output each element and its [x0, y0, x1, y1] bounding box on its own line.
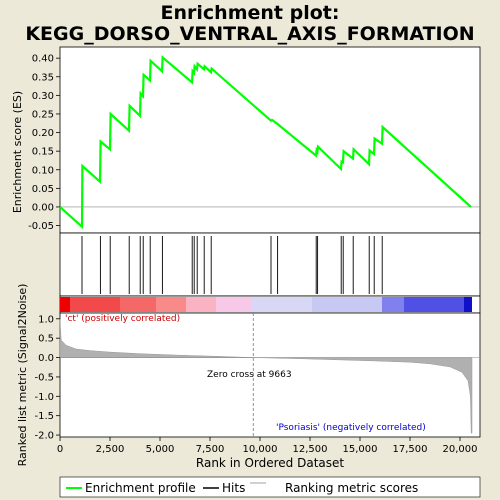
es-y-tick-label: 0.00	[32, 202, 54, 213]
es-y-axis-label: Enrichment score (ES)	[11, 91, 24, 213]
heatbar-segment	[312, 297, 382, 312]
heatbar-segment	[464, 297, 472, 312]
es-y-tick-label: 0.25	[32, 109, 54, 120]
x-tick-label: 0	[57, 444, 63, 455]
es-y-tick-label: 0.05	[32, 184, 54, 195]
x-tick-label: 12,500	[293, 444, 328, 455]
negative-correlation-label: 'Psoriasis' (negatively correlated)	[276, 423, 426, 433]
enrichment-profile-line	[59, 55, 472, 230]
heatbar-segment	[404, 297, 464, 312]
metric-y-tick-label: 0.5	[38, 334, 54, 345]
x-tick-label: 5,000	[146, 444, 175, 455]
x-tick-label: 15,000	[343, 444, 378, 455]
heatbar-segment	[70, 297, 120, 312]
es-y-tick-label: 0.10	[32, 165, 54, 176]
heatbar-segment	[120, 297, 156, 312]
heatbar-segment	[382, 297, 404, 312]
axis-layer: -0.050.000.050.100.150.200.250.300.350.4…	[28, 54, 477, 455]
chart-title-line-2: KEGG_DORSO_VENTRAL_AXIS_FORMATION	[25, 23, 474, 45]
x-tick-label: 2,500	[96, 444, 125, 455]
metric-y-tick-label: -1.0	[34, 392, 54, 403]
positive-correlation-label: 'ct' (positively correlated)	[65, 314, 180, 324]
metric-y-axis-label: Ranked list metric (Signal2Noise)	[16, 284, 29, 467]
metric-y-tick-label: -2.0	[34, 431, 54, 442]
metric-y-tick-label: 0.0	[38, 353, 54, 364]
heatbar-segment	[252, 297, 312, 312]
heatbar-segment	[156, 297, 186, 312]
legend-label-hits: Hits	[222, 481, 245, 495]
metric-panel	[59, 312, 481, 438]
hits-panel	[59, 232, 481, 297]
heatbar-segment	[186, 297, 216, 312]
hits-layer	[81, 236, 383, 294]
x-axis-label: Rank in Ordered Dataset	[196, 456, 344, 470]
legend-label-metric: Ranking metric scores	[285, 481, 418, 495]
chart-title-line-1: Enrichment plot:	[161, 2, 340, 24]
es-y-tick-label: 0.20	[32, 128, 54, 139]
es-y-tick-label: -0.05	[28, 221, 54, 232]
x-tick-label: 10,000	[243, 444, 278, 455]
x-tick-label: 20,000	[443, 444, 478, 455]
metric-layer	[59, 313, 480, 437]
metric-y-tick-label: -1.5	[34, 411, 54, 422]
heatbar-segment	[216, 297, 252, 312]
es-y-tick-label: 0.40	[32, 54, 54, 65]
es-y-tick-label: 0.15	[32, 147, 54, 158]
x-tick-label: 7,500	[196, 444, 225, 455]
es-y-tick-label: 0.30	[32, 91, 54, 102]
es-y-tick-label: 0.35	[32, 72, 54, 83]
heatbar-segment	[60, 297, 70, 312]
es-panel	[59, 46, 481, 234]
metric-y-tick-label: 1.0	[38, 314, 54, 325]
es-layer	[59, 55, 480, 230]
heatbar-layer	[60, 297, 472, 312]
zero-cross-label: Zero cross at 9663	[207, 370, 292, 380]
legend-box	[59, 476, 481, 498]
legend-label-enrichment: Enrichment profile	[85, 481, 196, 495]
ranking-metric-area	[59, 318, 473, 434]
x-tick-label: 17,500	[393, 444, 428, 455]
metric-y-tick-label: -0.5	[34, 372, 54, 383]
